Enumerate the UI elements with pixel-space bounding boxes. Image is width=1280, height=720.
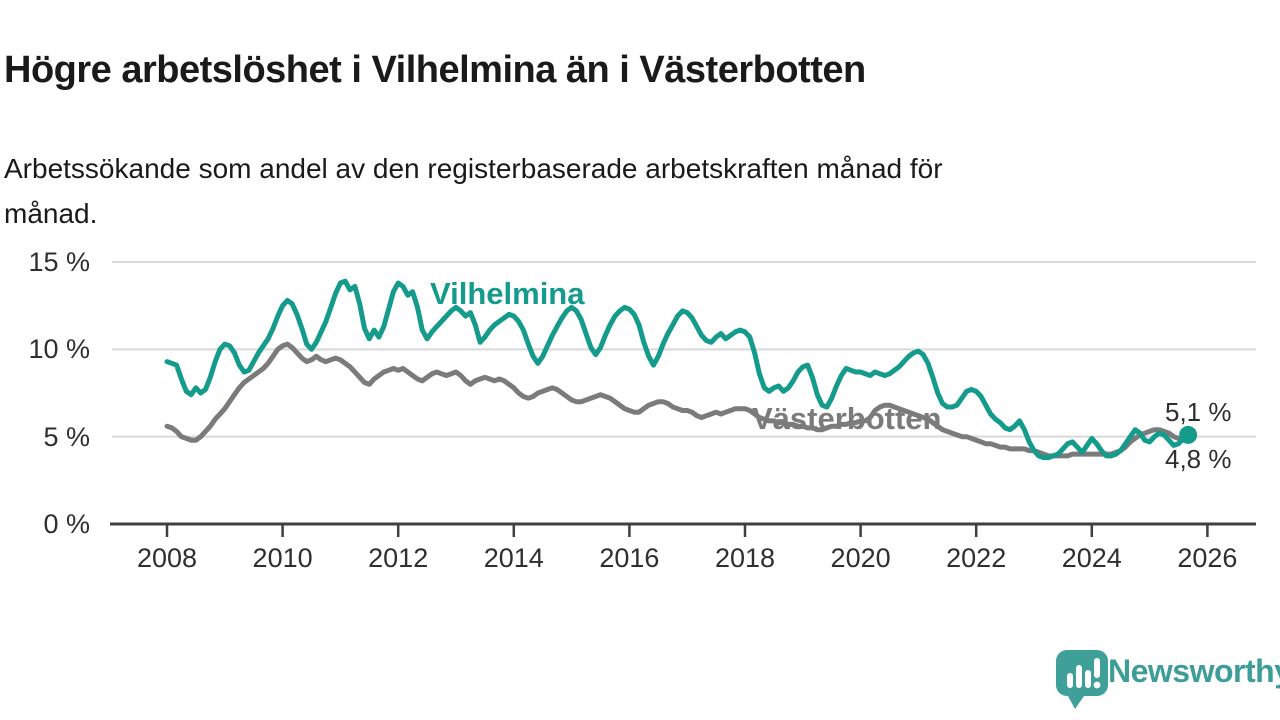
x-axis-tick-label: 2024 xyxy=(1061,543,1122,573)
x-axis-tick-label: 2026 xyxy=(1177,543,1238,573)
y-axis-tick-label: 5 % xyxy=(43,421,90,452)
series-label-vasterbotten: Västerbotten xyxy=(752,401,942,436)
subtitle-line-1: Arbetssökande som andel av den registerb… xyxy=(4,153,943,184)
x-axis-tick-label: 2014 xyxy=(483,543,544,573)
newsworthy-logo-icon xyxy=(1056,650,1108,709)
subtitle-line-2: månad. xyxy=(4,198,98,229)
y-axis-tick-label: 10 % xyxy=(28,334,90,365)
end-value-label-vilhelmina: 5,1 % xyxy=(1165,397,1232,427)
y-axis-tick-label: 15 % xyxy=(28,246,90,277)
chart-subtitle: Arbetssökande som andel av den registerb… xyxy=(4,146,1224,236)
series-line-vasterbotten xyxy=(164,341,1191,459)
x-axis-tick-label: 2012 xyxy=(368,543,429,573)
newsworthy-brand-text: Newsworthy xyxy=(1108,653,1280,689)
chart-title: Högre arbetslöshet i Vilhelmina än i Väs… xyxy=(4,49,866,92)
x-axis-tick-label: 2020 xyxy=(830,543,891,573)
end-value-label-vasterbotten: 4,8 % xyxy=(1165,444,1232,474)
x-axis-tick-label: 2010 xyxy=(252,543,313,573)
x-axis-tick-label: 2016 xyxy=(599,543,660,573)
x-axis-tick-label: 2018 xyxy=(714,543,776,573)
series-end-dot xyxy=(1179,425,1198,444)
y-axis-tick-label: 0 % xyxy=(43,509,90,539)
series-label-vilhelmina: Vilhelmina xyxy=(430,276,585,311)
x-axis-tick-label: 2008 xyxy=(136,543,198,573)
x-axis-tick-label: 2022 xyxy=(946,543,1007,573)
series-line-vilhelmina xyxy=(164,278,1191,461)
